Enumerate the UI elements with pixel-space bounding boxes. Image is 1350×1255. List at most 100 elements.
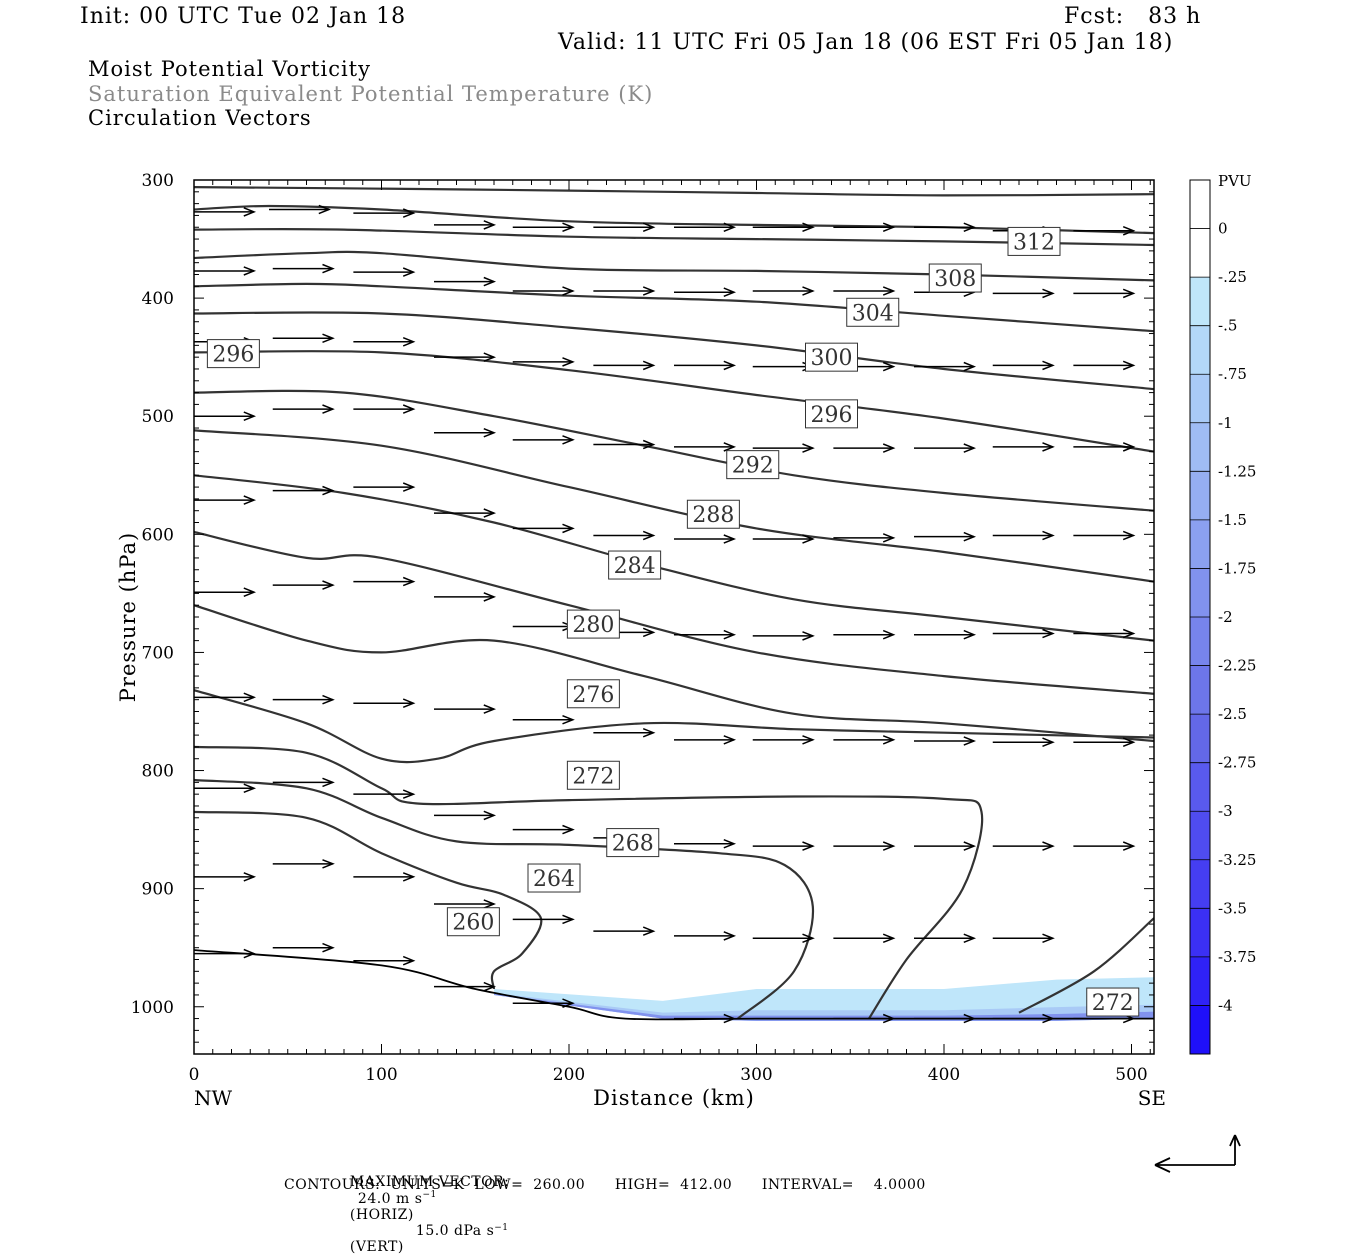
vector-head — [882, 286, 896, 296]
circulation-vector — [353, 482, 416, 492]
circulation-vector — [752, 222, 815, 232]
circulation-vector — [914, 531, 977, 542]
circulation-vector — [674, 931, 737, 941]
circulation-vector — [992, 737, 1055, 747]
vector-head — [723, 287, 737, 297]
circulation-vector — [434, 981, 497, 992]
circulation-vector — [272, 485, 335, 496]
circulation-vector — [593, 222, 656, 232]
colorbar-swatch — [1190, 568, 1210, 617]
vector-head — [882, 629, 896, 640]
circulation-vector — [272, 263, 335, 274]
colorbar-label: -3.75 — [1218, 948, 1256, 966]
field-pv-title: Moist Potential Vorticity — [88, 57, 371, 81]
x-tick-label: 300 — [740, 1065, 772, 1085]
circulation-vector — [272, 694, 335, 705]
circulation-vector — [992, 360, 1055, 371]
colorbar-swatch — [1190, 277, 1210, 326]
contour-label-292: 292 — [726, 450, 780, 480]
y-tick-label: 300 — [142, 171, 174, 191]
plot-frame — [193, 179, 1155, 1055]
vector-head — [1122, 442, 1136, 452]
circulation-vector — [1073, 737, 1136, 747]
vector-head — [562, 435, 575, 445]
circulation-vector — [512, 357, 575, 367]
vector-head — [1042, 288, 1055, 299]
contour-label-text: 284 — [614, 554, 656, 579]
vector-head — [1122, 737, 1136, 747]
init-time: Init: 00 UTC Tue 02 Jan 18 — [80, 4, 407, 29]
vector-head — [483, 592, 497, 602]
circulation-vector — [512, 621, 575, 632]
theta-contour-288 — [194, 429, 1154, 583]
vector-head — [322, 942, 335, 953]
contour-label-box — [446, 907, 500, 937]
contour-label-box — [566, 760, 620, 790]
circulation-vector — [992, 530, 1055, 541]
y-tick-label: 700 — [142, 643, 174, 663]
circulation-vector — [752, 286, 815, 296]
circulation-vector — [194, 495, 257, 505]
circulation-vector — [1073, 360, 1136, 371]
vector-head — [483, 508, 497, 518]
vector-head — [402, 267, 416, 277]
field-vectors-title: Circulation Vectors — [88, 106, 312, 130]
vector-head — [963, 736, 977, 746]
y-tick-label: 600 — [142, 525, 174, 545]
circulation-vector — [674, 629, 737, 640]
theta-contour-260 — [194, 810, 543, 990]
colorbar-label: -1.5 — [1218, 511, 1247, 529]
colorbar-label: -.5 — [1218, 317, 1237, 335]
colorbar-swatch — [1190, 374, 1210, 423]
circulation-vector — [593, 286, 656, 296]
vector-head — [802, 222, 815, 232]
contour-label-layer: 312 308 304 300 296 296 292 288 284 280 276 272 268 2… — [206, 226, 1140, 1017]
contour-label-288: 288 — [686, 499, 740, 529]
colorbar-swatch — [1190, 325, 1210, 375]
field-theta-title: Saturation Equivalent Potential Temperat… — [88, 82, 654, 106]
vector-head — [723, 629, 737, 640]
contour-label-box — [206, 339, 260, 369]
horiz-unit: (HORIZ) — [349, 1206, 414, 1223]
circulation-vector — [833, 533, 896, 543]
circulation-vector — [353, 955, 416, 966]
contour-label-text: 296 — [212, 343, 254, 368]
contour-label-text: 260 — [452, 911, 494, 936]
circulation-vector — [194, 872, 257, 882]
colorbar-label: -1 — [1218, 414, 1233, 432]
cross-section-chart: 312 308 304 300 296 296 292 288 284 280 276 272 268 2… — [116, 171, 1256, 1173]
vector-head — [963, 1013, 977, 1024]
vector-head — [562, 715, 575, 725]
contour-label-box — [608, 550, 662, 580]
theta-contour-272 — [194, 689, 1154, 764]
vector-head — [963, 933, 977, 943]
vector-head — [642, 286, 656, 296]
max-horiz-value: 24.0 m s — [357, 1190, 423, 1207]
circulation-vector — [833, 443, 896, 453]
contour-label-text: 308 — [934, 267, 976, 292]
vector-head — [322, 263, 335, 274]
pv-shade-mid — [494, 992, 1154, 1021]
circulation-vector — [992, 933, 1055, 943]
contour-label-text: 276 — [572, 683, 614, 708]
circulation-vector — [674, 839, 737, 849]
vector-head — [882, 1013, 896, 1024]
y-axis-title: Pressure (hPa) — [116, 532, 140, 702]
contour-label-text: 312 — [1013, 230, 1055, 255]
contour-label-box — [805, 342, 858, 372]
vector-head — [483, 810, 497, 821]
vector-head — [243, 948, 257, 959]
contour-label-304: 304 — [846, 297, 900, 327]
vector-head — [402, 576, 416, 587]
contour-label-text: 292 — [732, 454, 774, 479]
circulation-vector — [272, 777, 335, 788]
circulation-vector — [914, 629, 977, 640]
vector-head — [723, 1013, 737, 1024]
contour-label-box — [566, 679, 620, 709]
contour-label-text: 304 — [852, 301, 894, 326]
vector-head — [882, 841, 896, 851]
vector-head — [1042, 628, 1055, 639]
contour-label-text: 272 — [572, 764, 614, 789]
vector-head — [243, 266, 257, 276]
colorbar-label: -2.25 — [1218, 657, 1256, 675]
